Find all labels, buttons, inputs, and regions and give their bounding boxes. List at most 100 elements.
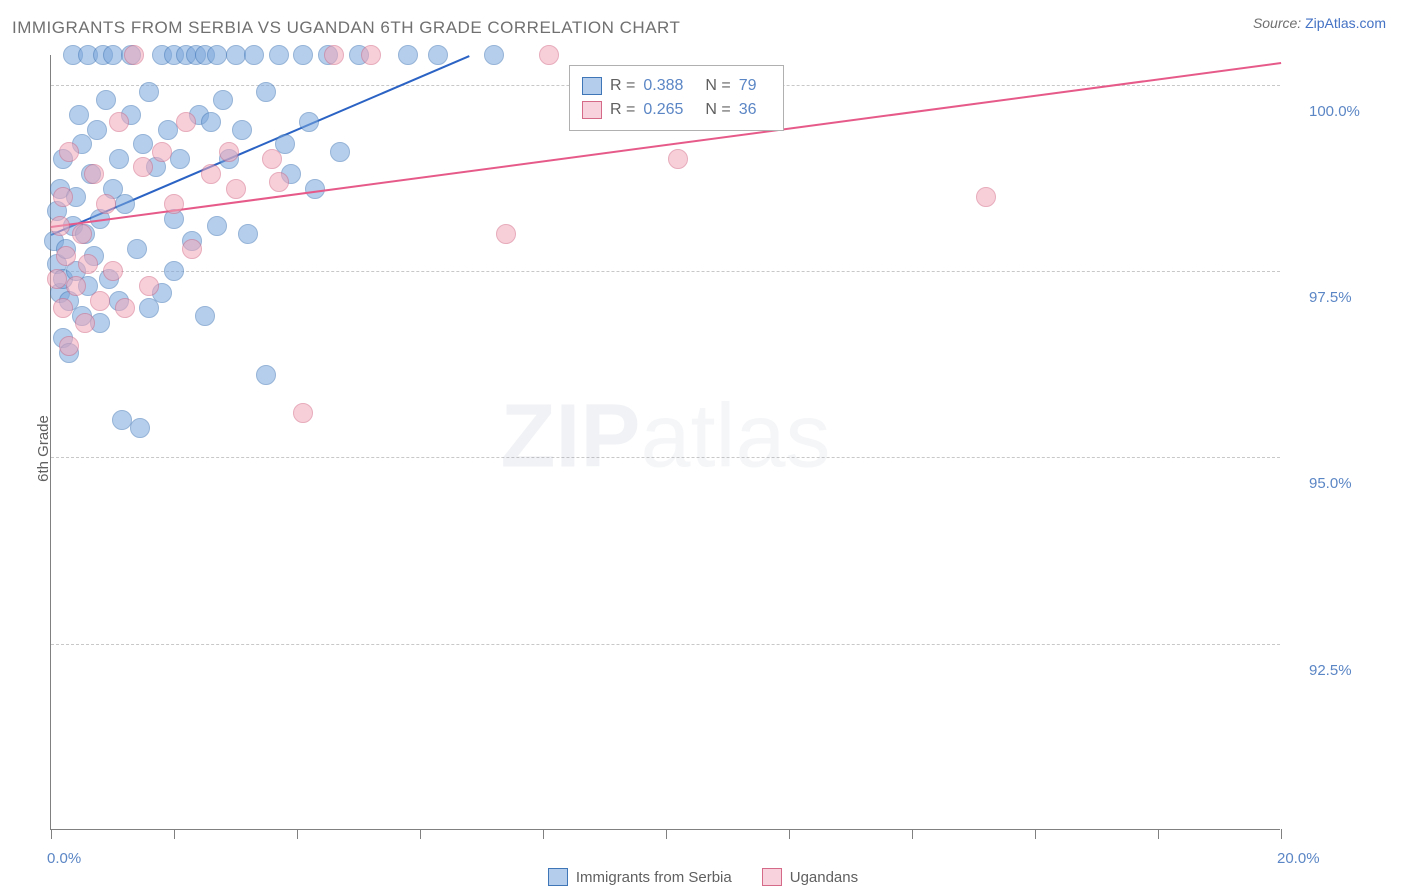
data-point [112,410,132,430]
data-point [293,45,313,65]
data-point [59,142,79,162]
data-point [84,164,104,184]
data-point [164,194,184,214]
data-point [124,45,144,65]
data-point [269,45,289,65]
data-point [219,142,239,162]
data-point [398,45,418,65]
r-value-serbia: 0.388 [643,74,683,98]
data-point [484,45,504,65]
chart-container: { "title": "IMMIGRANTS FROM SERBIA VS UG… [0,0,1406,892]
gridline-h [51,644,1280,645]
bottom-label-uganda: Ugandans [790,869,858,886]
data-point [226,45,246,65]
data-point [330,142,350,162]
data-point [976,187,996,207]
data-point [69,105,89,125]
data-point [201,164,221,184]
y-tick-label: 97.5% [1309,289,1352,306]
data-point [133,134,153,154]
data-point [139,82,159,102]
watermark-light: atlas [640,386,830,486]
source-link[interactable]: ZipAtlas.com [1305,15,1386,31]
plot-area: ZIPatlas R = 0.388 N = 79 R = 0.265 N = … [50,55,1280,830]
x-tick-label: 0.0% [47,850,81,867]
y-tick-label: 100.0% [1309,103,1360,120]
x-tick-mark [666,829,667,839]
data-point [56,246,76,266]
data-point [182,239,202,259]
data-point [428,45,448,65]
data-point [66,276,86,296]
data-point [256,82,276,102]
data-point [226,179,246,199]
data-point [170,149,190,169]
data-point [109,149,129,169]
data-point [72,224,92,244]
data-point [87,120,107,140]
bottom-swatch-uganda [762,868,782,886]
watermark: ZIPatlas [500,385,830,488]
x-tick-mark [1035,829,1036,839]
data-point [90,291,110,311]
data-point [53,298,73,318]
data-point [59,336,79,356]
data-point [269,172,289,192]
data-point [539,45,559,65]
data-point [139,276,159,296]
data-point [262,149,282,169]
data-point [53,187,73,207]
data-point [115,298,135,318]
data-point [78,254,98,274]
bottom-label-serbia: Immigrants from Serbia [576,869,732,886]
data-point [324,45,344,65]
watermark-bold: ZIP [500,386,640,486]
data-point [47,269,67,289]
legend-row-uganda: R = 0.265 N = 36 [582,98,771,122]
data-point [496,224,516,244]
data-point [127,239,147,259]
data-point [361,45,381,65]
x-tick-mark [1158,829,1159,839]
data-point [75,313,95,333]
x-tick-mark [51,829,52,839]
data-point [164,261,184,281]
r-label-2: R = [610,98,635,122]
n-value-uganda: 36 [739,98,757,122]
data-point [207,45,227,65]
data-point [152,142,172,162]
swatch-uganda [582,101,602,119]
source-credit: Source: ZipAtlas.com [1253,15,1386,31]
data-point [50,216,70,236]
data-point [96,90,116,110]
swatch-serbia [582,77,602,95]
x-tick-mark [543,829,544,839]
x-tick-mark [297,829,298,839]
legend-row-serbia: R = 0.388 N = 79 [582,74,771,98]
data-point [256,365,276,385]
x-tick-mark [912,829,913,839]
x-tick-mark [174,829,175,839]
data-point [133,157,153,177]
gridline-h [51,457,1280,458]
data-point [109,112,129,132]
data-point [130,418,150,438]
x-tick-mark [789,829,790,839]
source-label: Source: [1253,15,1301,31]
n-label: N = [705,74,730,98]
data-point [96,194,116,214]
n-label-2: N = [705,98,730,122]
r-value-uganda: 0.265 [643,98,683,122]
data-point [668,149,688,169]
data-point [244,45,264,65]
gridline-h [51,271,1280,272]
data-point [103,45,123,65]
data-point [207,216,227,236]
x-tick-label: 20.0% [1277,850,1320,867]
data-point [238,224,258,244]
x-tick-mark [1281,829,1282,839]
data-point [213,90,233,110]
data-point [299,112,319,132]
chart-title: IMMIGRANTS FROM SERBIA VS UGANDAN 6TH GR… [12,18,680,38]
bottom-swatch-serbia [548,868,568,886]
